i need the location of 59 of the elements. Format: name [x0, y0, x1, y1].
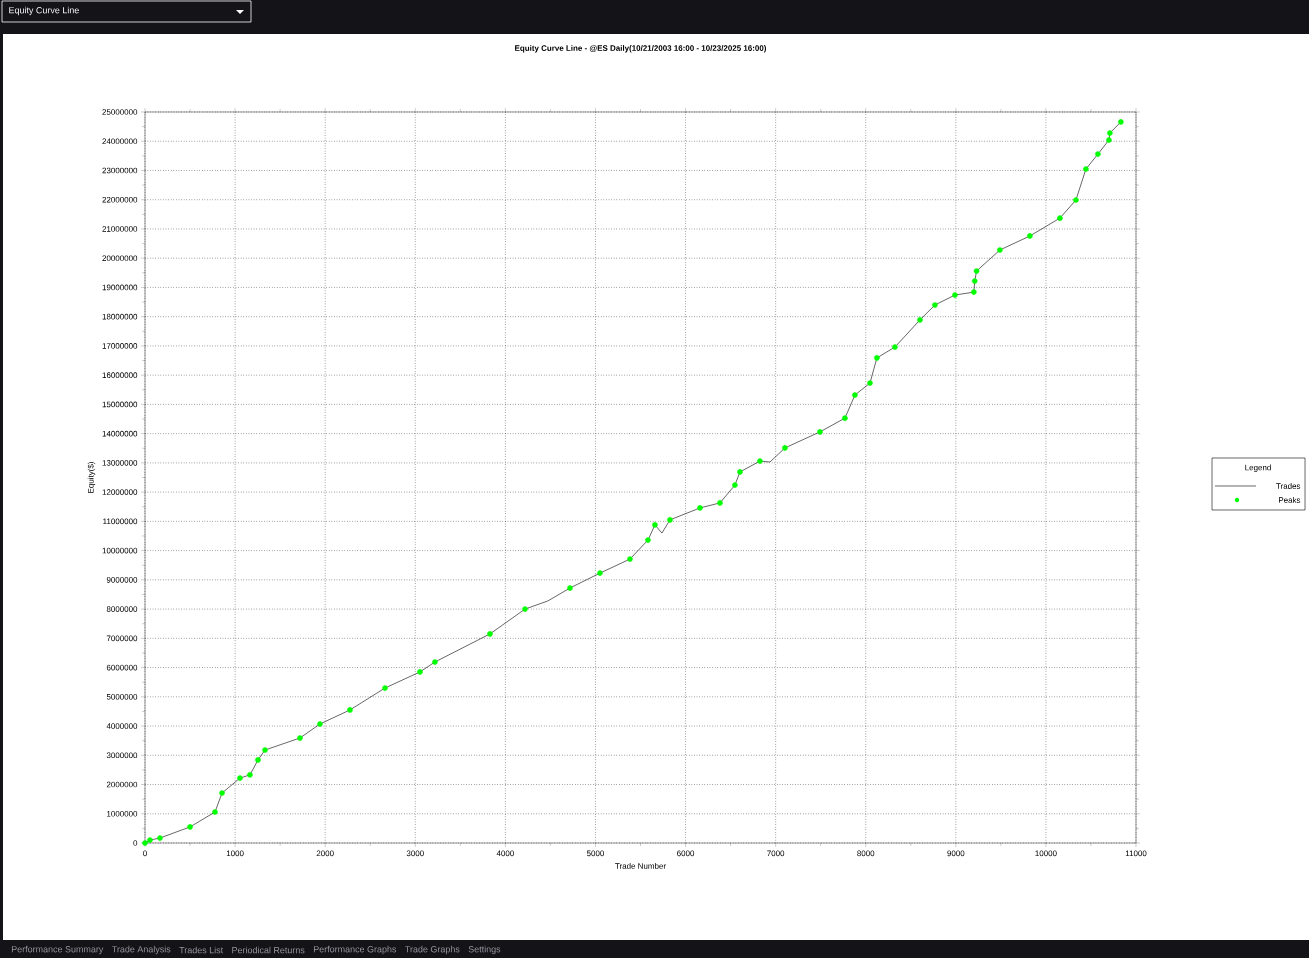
point: [255, 757, 261, 763]
point: [874, 355, 880, 361]
point: [522, 606, 528, 612]
point: [1106, 137, 1112, 143]
point: [817, 429, 823, 435]
point: [917, 317, 923, 323]
point: [667, 517, 673, 523]
point: [219, 790, 225, 796]
text: Settings: [468, 945, 501, 955]
point: [971, 278, 978, 284]
point: [1095, 151, 1101, 157]
point: [597, 570, 603, 576]
point: [417, 669, 423, 675]
point: [627, 556, 633, 562]
point: [971, 289, 977, 295]
point: [732, 482, 738, 488]
point: [1027, 233, 1033, 239]
point: [973, 268, 980, 274]
point: [932, 302, 938, 308]
point: [432, 659, 438, 665]
point: [852, 392, 858, 398]
text: Periodical Returns: [232, 946, 305, 954]
point: [1107, 130, 1113, 136]
point: [1118, 119, 1124, 125]
point: [645, 537, 651, 543]
point: [142, 840, 148, 846]
point: [1083, 166, 1089, 172]
point: [247, 772, 253, 778]
point: [487, 631, 493, 637]
point: [262, 747, 268, 753]
point: [297, 735, 303, 741]
point: [652, 522, 658, 528]
point: [382, 685, 388, 691]
point: [187, 824, 193, 830]
point: [212, 809, 218, 815]
text: Equity Curve Line: [9, 6, 79, 16]
text: Performance Graphs: [313, 945, 397, 955]
point: [1073, 197, 1079, 203]
point: [347, 707, 353, 713]
point: [237, 775, 243, 781]
point: [757, 458, 763, 464]
point: [892, 344, 898, 350]
point: [952, 292, 958, 298]
point: [867, 380, 873, 386]
point: [567, 585, 573, 591]
point: [842, 415, 848, 421]
text: Trade Analysis: [111, 945, 171, 955]
text: Performance Summary: [11, 945, 104, 955]
point: [697, 505, 703, 511]
text: Trade Graphs: [405, 945, 460, 955]
point: [782, 445, 788, 451]
point: [317, 721, 323, 727]
point: [737, 469, 743, 475]
point: [1057, 215, 1063, 221]
point: [717, 500, 723, 506]
point: [147, 837, 153, 843]
point: [997, 247, 1003, 253]
text: Trades List: [179, 946, 224, 954]
point: [157, 835, 163, 841]
